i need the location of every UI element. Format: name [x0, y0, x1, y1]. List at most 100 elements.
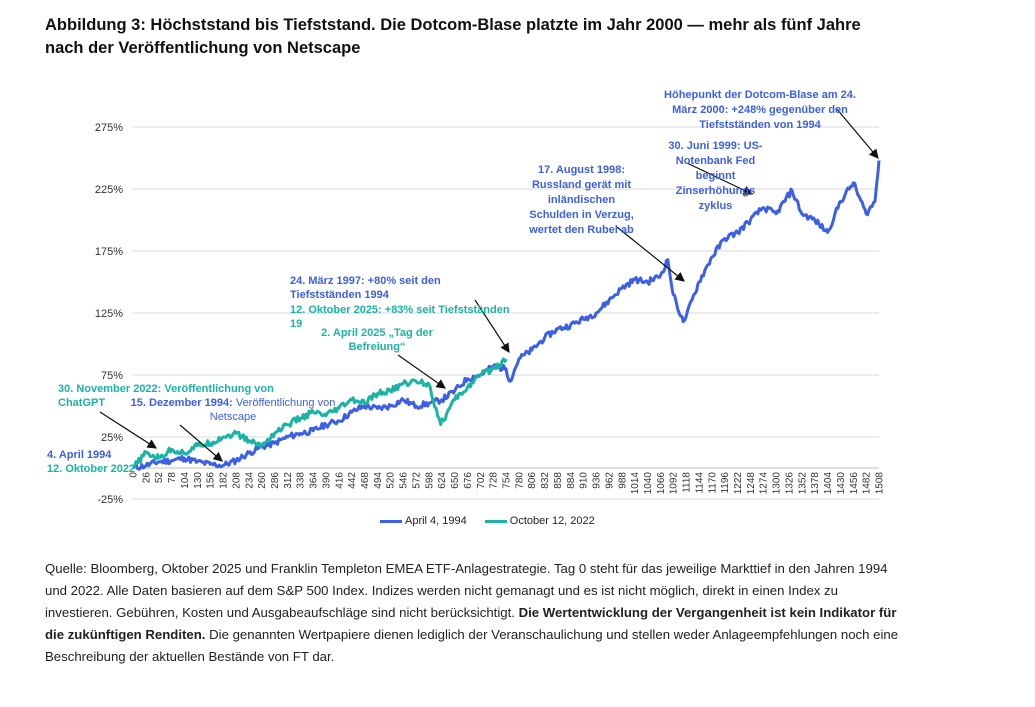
x-tick-label: 1352: [797, 472, 808, 495]
annotation-netscape-text: Veröffentlichung von Netscape: [209, 397, 336, 423]
annotation-oct-2025: 12. Oktober 2025: +83% seit Tiefststände…: [290, 304, 510, 330]
annotation-arrow: [474, 299, 510, 354]
annotation-aug-1998: 17. August 1998: Russland gerät mit inlä…: [529, 164, 634, 236]
annotation-netscape-date: 15. Dezember 1994:: [130, 397, 233, 409]
x-tick-label: 1430: [836, 472, 847, 495]
x-tick-label: 598: [424, 472, 435, 489]
x-tick-label: 286: [270, 472, 281, 489]
legend-item-1994: April 4, 1994: [380, 515, 467, 527]
x-tick-label: 936: [592, 472, 603, 489]
annotation-arrow: [99, 411, 158, 449]
x-tick-label: 1222: [733, 472, 744, 495]
x-tick-label: 182: [219, 472, 230, 489]
series-line-2022: [131, 357, 508, 469]
x-tick-label: 858: [553, 472, 564, 489]
annotation-start-1994: 4. April 1994: [47, 449, 112, 461]
annotation-mar-1997: 24. März 1997: +80% seit den Tiefstständ…: [290, 275, 441, 301]
x-tick-label: 1066: [656, 472, 667, 495]
x-tick-label: 1508: [875, 472, 886, 495]
footnote: Quelle: Bloomberg, Oktober 2025 und Fran…: [45, 558, 905, 668]
x-tick-label: 962: [604, 472, 615, 489]
x-tick-label: 442: [347, 472, 358, 489]
x-tick-label: 702: [476, 472, 487, 489]
footnote-text: Quelle: Bloomberg, Oktober 2025 und Fran…: [45, 561, 888, 620]
x-tick-label: 1144: [694, 472, 705, 494]
series-line-1994: [132, 160, 881, 471]
x-tick-label: 1482: [862, 472, 873, 495]
legend-swatch: [484, 519, 507, 523]
x-tick-label: 26: [141, 472, 152, 484]
x-tick-label: 130: [193, 472, 204, 489]
x-tick-label: 234: [244, 472, 255, 489]
x-tick-label: 1118: [682, 472, 693, 493]
footnote-disclaimer: Die Wertentwicklung der Vergangenheit is…: [45, 605, 897, 642]
footnote-text-2: Die genannten Wertpapiere dienen ledigli…: [45, 627, 899, 664]
annotation-arrow: [616, 226, 685, 282]
x-tick-label: 884: [566, 472, 577, 489]
x-tick-label: 1274: [759, 472, 770, 495]
x-tick-label: 1300: [772, 472, 783, 495]
x-tick-label: 832: [540, 472, 551, 489]
y-tick-label: 125%: [95, 308, 123, 320]
x-tick-label: 260: [257, 472, 268, 489]
y-tick-label: 225%: [95, 184, 123, 196]
x-tick-label: 806: [527, 472, 538, 489]
x-tick-label: 338: [296, 472, 307, 489]
x-tick-label: 494: [373, 472, 384, 489]
y-tick-label: 25%: [101, 432, 123, 444]
y-tick-label: 75%: [101, 370, 123, 382]
y-tick-label: -25%: [97, 494, 123, 506]
x-tick-label: 546: [399, 472, 410, 489]
figure-title: Abbildung 3: Höchststand bis Tiefststand…: [45, 16, 861, 57]
x-tick-label: 52: [154, 472, 165, 484]
x-tick-label: 312: [283, 472, 294, 489]
annotation-dotcom-peak: Höhepunkt der Dotcom-Blase am 24. März 2…: [664, 89, 856, 131]
legend-swatch: [380, 519, 402, 523]
x-tick-label: 390: [321, 472, 332, 489]
x-tick-label: 156: [206, 472, 217, 489]
x-tick-label: 1378: [810, 472, 821, 495]
x-tick-label: 78: [167, 472, 178, 484]
annotation-arrow: [397, 354, 446, 389]
x-tick-label: 1404: [823, 472, 834, 495]
legend-label: April 4, 1994: [405, 515, 467, 527]
annotation-arrow: [835, 107, 879, 159]
x-tick-label: 780: [514, 472, 525, 489]
x-tick-label: 520: [386, 472, 397, 489]
x-tick-label: 416: [334, 472, 345, 489]
x-tick-label: 728: [489, 472, 500, 489]
x-tick-label: 1040: [643, 472, 654, 495]
annotation-chatgpt: 30. November 2022: Veröffentlichung von …: [58, 383, 274, 409]
legend-label: October 12, 2022: [509, 515, 595, 527]
x-tick-label: 104: [180, 472, 191, 489]
annotation-apr-2025: 2. April 2025 „Tag der Befreiung“: [321, 327, 433, 353]
x-tick-label: 1014: [630, 472, 641, 495]
annotation-jun-1999: 30. Juni 1999: US-Notenbank Fed beginnt …: [668, 140, 763, 212]
x-tick-label: 1326: [784, 472, 795, 495]
x-tick-label: 468: [360, 472, 371, 489]
legend: April 4, 1994 October 12, 2022: [380, 515, 595, 527]
x-tick-label: 0: [129, 472, 140, 478]
x-tick-label: 1092: [669, 472, 680, 495]
x-tick-label: 676: [463, 472, 474, 489]
x-tick-label: 1248: [746, 472, 757, 495]
x-tick-label: 208: [231, 472, 242, 489]
annotation-arrow: [686, 162, 754, 195]
x-tick-label: 364: [309, 472, 320, 489]
annotation-arrow: [179, 424, 223, 462]
legend-item-2022: October 12, 2022: [484, 515, 595, 527]
x-tick-label: 988: [617, 472, 628, 489]
y-tick-label: 275%: [95, 122, 123, 134]
x-tick-label: 754: [502, 472, 513, 489]
x-tick-label: 1170: [707, 472, 718, 494]
x-tick-label: 1456: [849, 472, 860, 495]
x-tick-label: 910: [579, 472, 590, 489]
annotation-netscape: 15. Dezember 1994: Veröffentlichung von …: [123, 396, 343, 424]
x-tick-label: 650: [450, 472, 461, 489]
x-tick-label: 1196: [720, 472, 731, 494]
annotation-start-2022: 12. Oktober 2022: [47, 463, 136, 475]
y-tick-label: 175%: [95, 246, 123, 258]
x-tick-label: 572: [411, 472, 422, 489]
